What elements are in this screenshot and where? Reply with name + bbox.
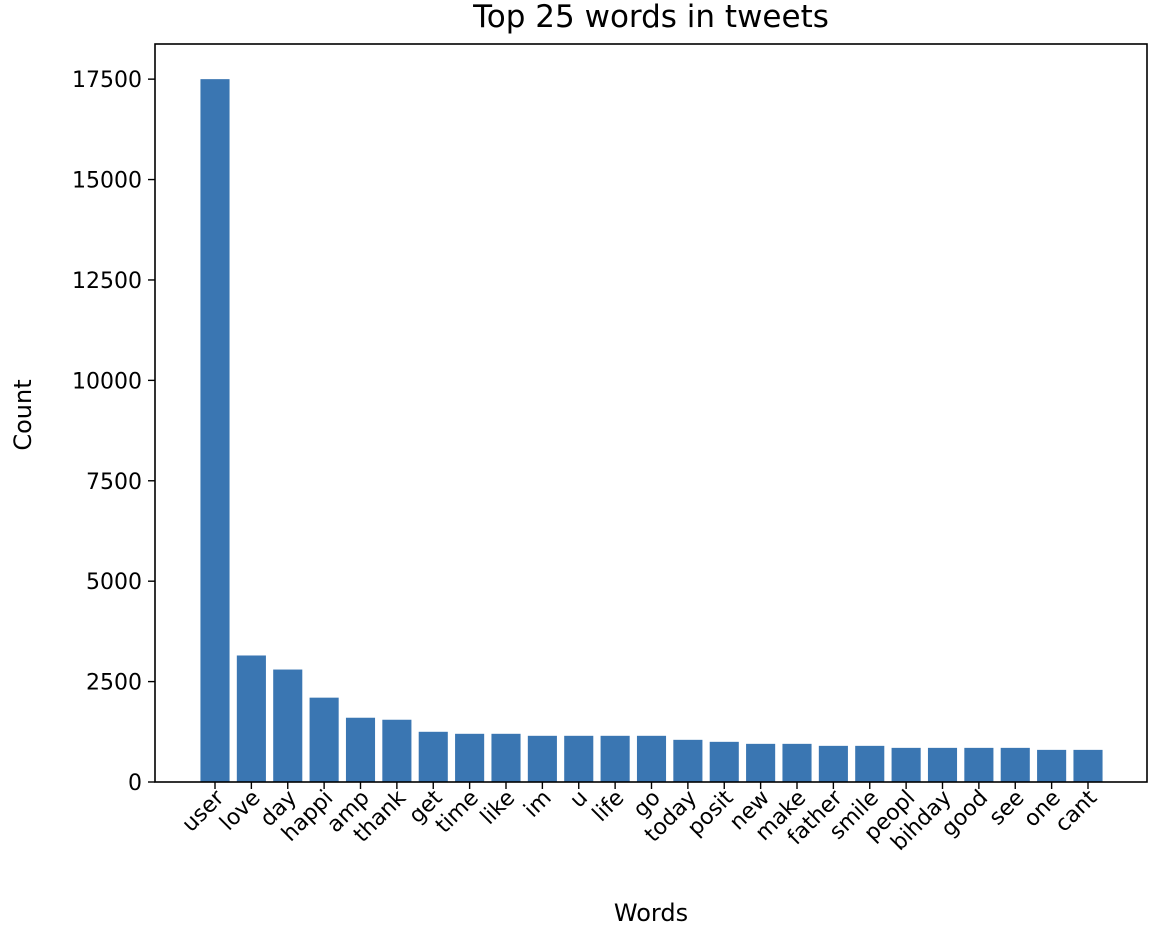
bar-today xyxy=(673,739,703,782)
bar-happi xyxy=(309,697,339,782)
y-axis-label: Count xyxy=(9,379,37,450)
bar-u xyxy=(564,735,594,782)
x-tick-label-im: im xyxy=(519,786,556,823)
bar-one xyxy=(1037,749,1067,782)
y-tick-label-0: 0 xyxy=(128,771,142,796)
bar-amp xyxy=(345,717,376,782)
y-tick-label-10000: 10000 xyxy=(72,369,142,394)
y-tick-label-15000: 15000 xyxy=(72,169,142,194)
bar-get xyxy=(418,731,448,782)
y-tick-label-5000: 5000 xyxy=(86,570,142,595)
bar-time xyxy=(455,733,485,782)
bars-group xyxy=(200,79,1103,782)
y-tick-label-12500: 12500 xyxy=(72,269,142,294)
bar-make xyxy=(782,743,812,782)
plot-frame xyxy=(154,43,1148,783)
x-tick-label-cant: cant xyxy=(1051,785,1103,837)
x-tick-label-like: like xyxy=(476,786,520,830)
x-tick-label-see: see xyxy=(985,786,1030,831)
bar-user xyxy=(200,79,230,782)
bar-new xyxy=(746,743,776,782)
y-tick-label-2500: 2500 xyxy=(86,671,142,696)
y-tick-label-17500: 17500 xyxy=(72,68,142,93)
bar-see xyxy=(1000,747,1030,782)
y-axis-ticks: 0 2500 5000 7500 10000 12500 15000 17500 xyxy=(72,68,155,796)
bar-im xyxy=(527,735,557,782)
bar-bihday xyxy=(927,747,958,782)
chart-title: Top 25 words in tweets xyxy=(472,0,829,35)
bar-good xyxy=(964,747,994,782)
bar-peopl xyxy=(891,747,921,782)
bar-day xyxy=(273,669,303,782)
y-tick-label-7500: 7500 xyxy=(86,470,142,495)
bar-love xyxy=(236,655,266,782)
bar-father xyxy=(818,745,848,782)
bar-cant xyxy=(1073,749,1103,782)
bar-posit xyxy=(709,741,739,782)
x-axis-label: Words xyxy=(614,899,688,927)
bar-thank xyxy=(382,719,412,782)
bar-smile xyxy=(855,745,885,782)
bar-like xyxy=(491,733,521,782)
x-tick-label-life: life xyxy=(588,786,629,827)
bar-go xyxy=(636,735,667,782)
bar-life xyxy=(600,735,630,782)
